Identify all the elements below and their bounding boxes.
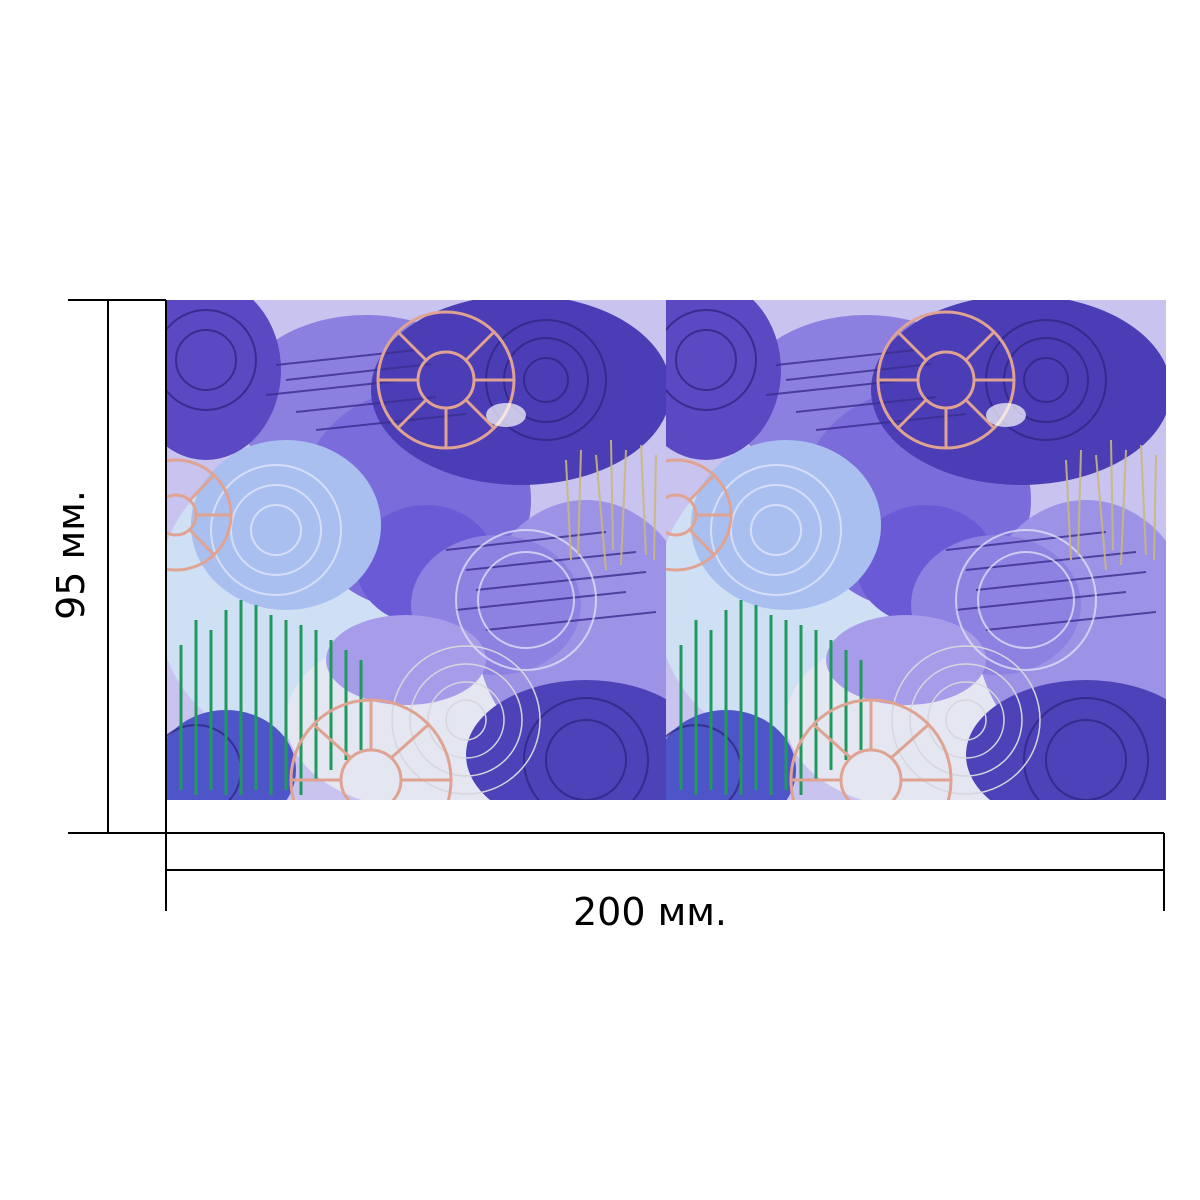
height-label: 95 мм.: [49, 490, 93, 620]
width-dimension: 200 мм.: [165, 832, 1165, 934]
pattern-image: [121, 280, 1200, 860]
width-label: 200 мм.: [573, 890, 727, 934]
pattern-tile-right: [621, 280, 1200, 860]
pattern-tile-left: [121, 280, 706, 860]
height-dimension: 95 мм.: [49, 299, 167, 834]
